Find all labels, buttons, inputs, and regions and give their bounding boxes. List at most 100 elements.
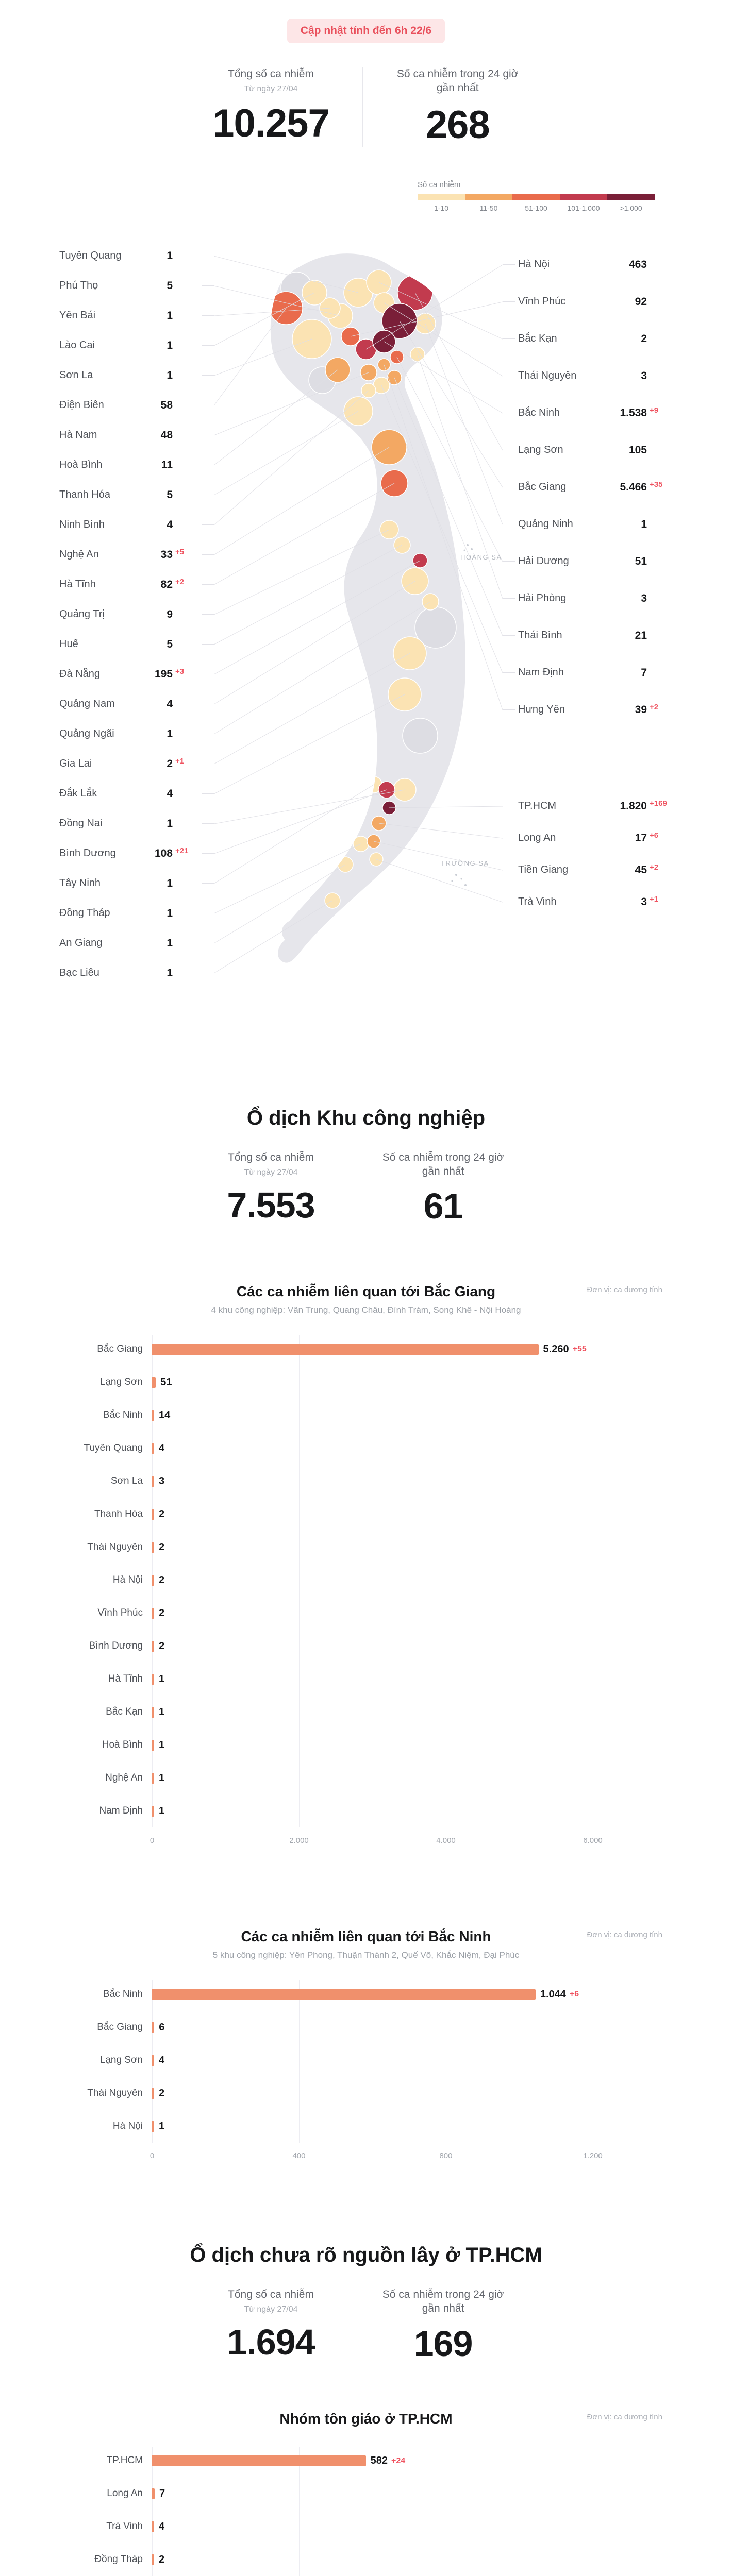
province-row: Bạc Liêu 1 — [59, 958, 214, 988]
province-row: Điện Biên 58 — [59, 391, 214, 420]
hcm-total-stat: Tổng số ca nhiễm Từ ngày 27/04 1.694 — [194, 2287, 347, 2364]
leader-stub — [202, 823, 214, 824]
province-value: 463 — [628, 258, 647, 270]
province-value: 1 — [167, 937, 173, 949]
bar-category-label: Thái Nguyên — [87, 1541, 143, 1552]
province-value: 9 — [167, 608, 173, 620]
bar-category-label: Thanh Hóa — [94, 1508, 143, 1519]
bar-category-label: Thái Nguyên — [87, 2087, 143, 2098]
leader-stub — [202, 375, 214, 376]
bar-value: 2 — [159, 2087, 165, 2099]
province-value: 11 — [161, 459, 173, 471]
province-value: 1 — [167, 309, 173, 321]
leader-stub — [503, 635, 515, 636]
chart-religious-group-unit-note: Đơn vị: ca dương tính — [587, 2412, 662, 2421]
chart-bacgiang-plot: 0 2.000 4.000 6.000 Bắc Giang 5.260 +55 Lạng Sơ… — [70, 1333, 662, 1851]
total-cases-sublabel: Từ ngày 27/04 — [244, 84, 298, 94]
bar-row: Bắc Ninh 1.044 +6 — [70, 1978, 662, 2011]
total-cases-label: Tổng số ca nhiễm — [228, 68, 314, 80]
province-name: Sơn La — [59, 369, 93, 381]
axis-tick-label: 400 — [292, 2151, 306, 2161]
bar-row: Thái Nguyên 2 — [70, 2077, 662, 2110]
bar-row: Bắc Kạn 1 — [70, 1696, 662, 1728]
province-value: 17 — [635, 832, 647, 844]
province-row: Bắc Kạn 2 — [503, 320, 673, 358]
bar-category-label: Đồng Tháp — [94, 2554, 143, 2565]
province-row: Bắc Ninh 1.538 +9 — [503, 395, 673, 432]
axis-tick-label: 6.000 — [583, 1836, 603, 1845]
province-delta: +169 — [650, 799, 667, 808]
bar-track: 1 — [152, 2121, 593, 2132]
bar-row: Vĩnh Phúc 2 — [70, 1597, 662, 1630]
province-name: Thanh Hóa — [59, 489, 110, 501]
bar-category-label: Tuyên Quang — [84, 1442, 143, 1453]
chart-bacgiang-title: Các ca nhiễm liên quan tới Bắc Giang — [236, 1283, 496, 1300]
bar-row: Hà Tĩnh 1 — [70, 1663, 662, 1696]
truong-sa-label: TRƯỜNG SA — [441, 859, 489, 867]
province-value: 108 — [154, 847, 173, 859]
section-industrial-zones: Ổ dịch Khu công nghiệp Tổng số ca nhiễm … — [0, 1107, 732, 1227]
bar-category-label: Sơn La — [110, 1475, 143, 1486]
bar — [152, 1805, 154, 1817]
axis-tick-label: 1.200 — [583, 2151, 603, 2161]
legend-swatch — [512, 193, 560, 200]
bar-rows: Bắc Giang 5.260 +55 Lạng Sơn 51 Bắc Ninh 14 Tuy… — [70, 1333, 662, 1827]
leader-stub — [503, 264, 515, 265]
province-name: TP.HCM — [518, 800, 557, 812]
section-industrial-zones-title: Ổ dịch Khu công nghiệp — [246, 1106, 486, 1129]
bar-category-label: Bắc Ninh — [103, 1988, 143, 1999]
province-name: Lạng Sơn — [518, 444, 563, 456]
total-cases-stat: Tổng số ca nhiễm Từ ngày 27/04 10.257 — [179, 67, 362, 147]
province-name: Lào Cai — [59, 340, 95, 351]
bar-value: 1 — [159, 1805, 165, 1817]
bar-category-label: Bắc Ninh — [103, 1409, 143, 1420]
bar-track: 1.044 +6 — [152, 1989, 593, 2001]
leader-stub — [202, 614, 214, 615]
bar — [152, 2554, 154, 2566]
bar-track: 1 — [152, 1673, 593, 1685]
bar-category-label: Bắc Kạn — [106, 1706, 143, 1717]
axis-tick-label: 4.000 — [436, 1836, 456, 1845]
bar-row: Bắc Giang 5.260 +55 — [70, 1333, 662, 1366]
bar-row: Hà Nội 1 — [70, 2110, 662, 2143]
bar-delta: +24 — [391, 2456, 406, 2465]
bar-value: 1 — [159, 1772, 165, 1784]
bar-category-label: Bắc Giang — [97, 2021, 143, 2032]
leader-stub — [202, 644, 214, 645]
leader-stub — [202, 883, 214, 884]
province-row: Lạng Sơn 105 — [503, 432, 673, 469]
header: Cập nhật tính đến 6h 22/6 — [0, 0, 732, 43]
bar-track: 51 — [152, 1377, 593, 1388]
bar — [152, 1509, 154, 1520]
province-value: 2 — [641, 332, 647, 345]
bar-category-label: Nghệ An — [105, 1772, 143, 1783]
bar — [152, 1706, 154, 1718]
vietnam-map-section: Tuyên Quang 1 Phú Thọ 5 Yên Bái 1 Lào Cai 1 Sơn … — [59, 226, 673, 1029]
province-delta: +5 — [175, 548, 185, 557]
province-row: Tuyên Quang 1 — [59, 241, 214, 271]
bar — [152, 1772, 154, 1784]
bar — [152, 2455, 366, 2467]
bar-row: Thanh Hóa 2 — [70, 1498, 662, 1531]
bar-category-label: Lạng Sơn — [99, 2054, 143, 2065]
gridline — [152, 2446, 153, 2576]
bar-row: Tuyên Quang 4 — [70, 1432, 662, 1465]
bar-category-label: Hà Nội — [112, 2120, 143, 2131]
province-list-left: Tuyên Quang 1 Phú Thọ 5 Yên Bái 1 Lào Cai 1 Sơn … — [59, 226, 214, 1029]
bar-value: 2 — [159, 1640, 165, 1652]
province-value: 1 — [167, 369, 173, 381]
province-value: 45 — [635, 863, 647, 876]
province-row: Thái Nguyên 3 — [503, 358, 673, 395]
leader-lines — [214, 256, 503, 974]
province-value: 1 — [641, 518, 647, 530]
bar-track: 4 — [152, 2521, 593, 2533]
kcn-recent-stat: Số ca nhiễm trong 24 giờ gần nhất 61 — [347, 1150, 538, 1227]
province-name: Nam Định — [518, 667, 564, 679]
bar-value: 3 — [159, 1475, 165, 1487]
province-value: 1.538 — [620, 406, 647, 419]
bar-category-label: Long An — [107, 2488, 143, 2499]
legend-step-label: >1.000 — [620, 204, 642, 212]
bar — [152, 1739, 154, 1751]
